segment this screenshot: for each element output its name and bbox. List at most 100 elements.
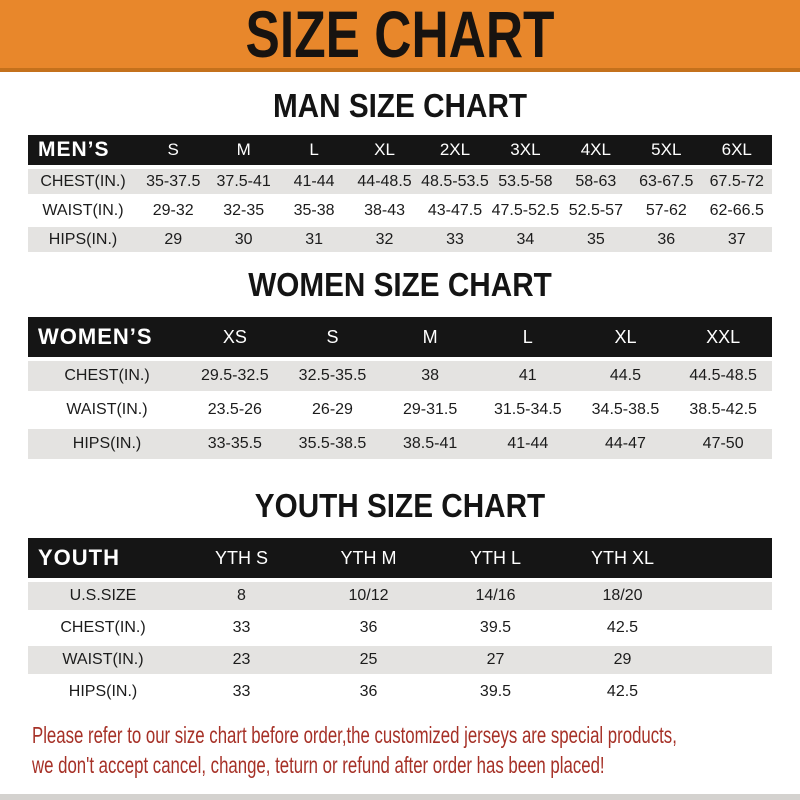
banner: SIZE CHART [0,0,800,72]
value-cell: 58-63 [575,172,617,190]
value-cell: 36 [657,230,676,248]
value-cell: 43-47.5 [427,201,483,219]
youth-size-table: YOUTH YTH S YTH M YTH L YTH XL U.S.SIZE 8 10/12… [28,534,772,710]
footer-notice: Please refer to our size chart before or… [0,720,800,780]
value-cell: 52.5-57 [568,201,623,219]
row-label-cell: WAIST(IN.) [62,651,144,668]
size-header-cell: YTH M [305,538,432,578]
value-cell: 44.5-48.5 [689,367,757,384]
youth-size-section: YOUTH SIZE CHART YOUTH YTH S YTH M YTH L YTH… [0,489,800,710]
value-cell: 57-62 [645,201,687,219]
value-cell: 10/12 [348,587,389,604]
value-cell: 23.5-26 [207,401,262,418]
value-cell: 30 [234,230,253,248]
page-title: SIZE CHART [245,0,555,71]
table-body: CHEST(IN.) 29.5-32.5 32.5-35.5 38 41 44.5 44.5… [28,361,772,459]
value-cell: 33-35.5 [207,435,262,452]
size-header-cell: XXL [674,317,772,357]
value-cell: 29-31.5 [403,401,458,418]
table-header-row: MEN’S S M L XL 2XL 3XL 4XL 5XL 6XL [28,135,772,165]
value-cell: 39.5 [479,619,512,636]
table-row: WAIST(IN.) 23 25 27 29 [28,646,772,674]
size-header-cell: XL [576,317,675,357]
value-cell: 67.5-72 [709,172,764,190]
value-cell: 41-44 [507,435,549,452]
man-size-section: MAN SIZE CHART MEN’S S M L XL 2XL 3XL 4XL 5XL 6XL… [0,89,800,256]
women-size-table: WOMEN’S XS S M L XL XXL CHEST(IN.) 29.5-32.5 32.5… [28,313,772,463]
table-body: CHEST(IN.) 35-37.5 37.5-41 41-44 44-48.5 48.5… [28,169,772,252]
size-header-cell: S [138,135,209,165]
notice-line-1: Please refer to our size chart before or… [32,722,677,748]
value-cell: 44-47 [604,435,646,452]
table-header-row: WOMEN’S XS S M L XL XXL [28,317,772,357]
value-cell: 42.5 [606,683,639,700]
filler-header-cell [686,538,772,578]
table-row: U.S.SIZE 8 10/12 14/16 18/20 [28,582,772,610]
size-header-cell: L [478,317,577,357]
row-label-cell: CHEST(IN.) [64,367,150,384]
table-row: CHEST(IN.) 33 36 39.5 42.5 [28,614,772,642]
value-cell: 47-50 [702,435,744,452]
table-header-row: YOUTH YTH S YTH M YTH L YTH XL [28,538,772,578]
value-cell: 8 [237,587,246,604]
value-cell: 38-43 [364,201,405,219]
value-cell: 41-44 [293,172,335,190]
value-cell: 35-38 [293,201,335,219]
value-cell: 47.5-52.5 [491,201,560,219]
value-cell: 39.5 [479,683,512,700]
value-cell: 38 [421,367,440,384]
table-title-cell: YOUTH [28,538,178,578]
youth-section-heading: YOUTH SIZE CHART [254,487,546,524]
value-cell: 34.5-38.5 [591,401,660,418]
value-cell: 29 [613,651,632,668]
value-cell: 29-32 [152,201,194,219]
size-header-cell: YTH XL [559,538,686,578]
table-header: MEN’S S M L XL 2XL 3XL 4XL 5XL 6XL [28,135,772,165]
value-cell: 41 [518,367,537,384]
table-row: HIPS(IN.) 33 36 39.5 42.5 [28,678,772,706]
value-cell: 33 [232,619,251,636]
value-cell: 38.5-42.5 [689,401,757,418]
size-header-cell: 5XL [631,135,702,165]
value-cell: 26-29 [312,401,353,418]
table-title-cell: WOMEN’S [28,317,186,357]
value-cell: 44.5 [609,367,642,384]
value-cell: 23 [232,651,251,668]
filler-cell [686,582,772,610]
table-row: CHEST(IN.) 29.5-32.5 32.5-35.5 38 41 44.5 44.5… [28,361,772,391]
value-cell: 27 [486,651,505,668]
row-label-cell: U.S.SIZE [69,587,137,604]
value-cell: 14/16 [475,587,516,604]
value-cell: 32.5-35.5 [298,367,367,384]
row-label-cell: HIPS(IN.) [48,230,118,248]
value-cell: 32 [375,230,394,248]
size-header-cell: 3XL [490,135,561,165]
size-header-cell: S [283,317,382,357]
value-cell: 53.5-58 [498,172,553,190]
filler-cell [686,678,772,706]
table-header: WOMEN’S XS S M L XL XXL [28,317,772,357]
value-cell: 33 [446,230,464,248]
value-cell: 35.5-38.5 [298,435,367,452]
size-header-cell: XS [186,317,284,357]
size-header-cell: 6XL [701,135,772,165]
value-cell: 34 [516,230,535,248]
row-label-cell: HIPS(IN.) [72,435,142,452]
row-label-cell: HIPS(IN.) [68,683,138,700]
value-cell: 38.5-41 [403,435,458,452]
size-header-cell: 2XL [419,135,491,165]
filler-cell [686,646,772,674]
table-row: WAIST(IN.) 29-32 32-35 35-38 38-43 43-47.5 47.… [28,198,772,223]
value-cell: 35-37.5 [146,172,201,190]
table-body: U.S.SIZE 8 10/12 14/16 18/20 CHEST(IN.) 33 36 39… [28,582,772,706]
row-label-cell: CHEST(IN.) [60,619,146,636]
table-row: HIPS(IN.) 29 30 31 32 33 34 35 36 37 [28,227,772,252]
value-cell: 36 [359,683,378,700]
size-header-cell: L [278,135,350,165]
man-size-table: MEN’S S M L XL 2XL 3XL 4XL 5XL 6XL CHEST(IN.) 35-37… [28,131,772,256]
size-header-cell: M [208,135,279,165]
value-cell: 62-66.5 [709,201,764,219]
notice-line-2: we don't accept cancel, change, teturn o… [32,752,605,778]
bottom-strip [0,794,800,800]
women-section-heading: WOMEN SIZE CHART [248,266,552,303]
